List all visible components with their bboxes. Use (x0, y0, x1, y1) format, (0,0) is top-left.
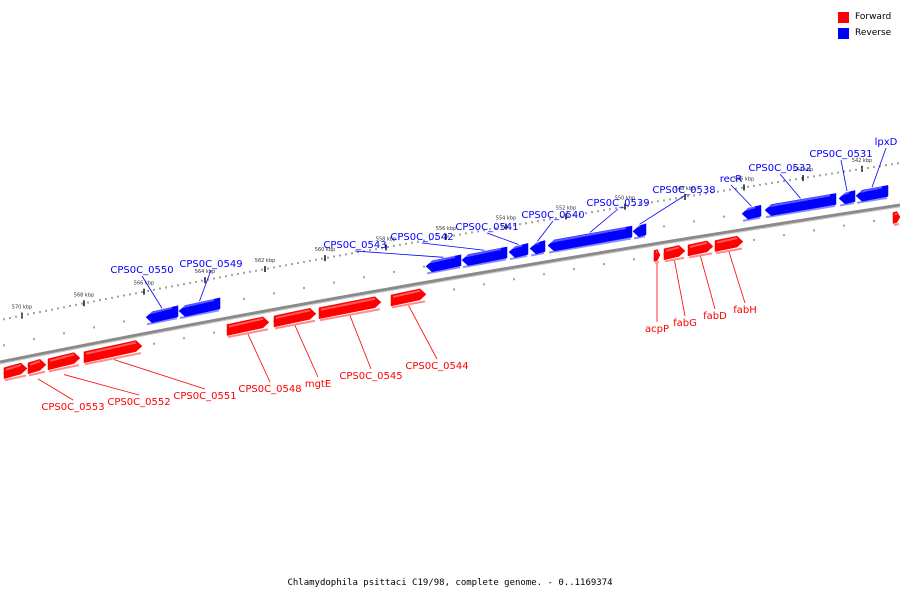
reverse-gene-cps0c_0549[interactable] (178, 297, 221, 320)
forward-gene-acpp[interactable] (653, 249, 661, 264)
kbp-tick-label: 564 kbp (195, 269, 215, 275)
forward-gene-label: fabH (733, 305, 757, 316)
forward-gene-label: CPS0C_0551 (173, 391, 236, 402)
forward-gene-cps0c_0551[interactable] (83, 340, 143, 366)
forward-gene-fabh[interactable] (714, 235, 744, 255)
kbp-tick-label: 544 kbp (793, 167, 813, 173)
reverse-gene-cps0c_0543[interactable] (425, 254, 462, 275)
kbp-tick-label: 562 kbp (255, 258, 275, 264)
reverse-gene-cps0c_0550[interactable] (145, 305, 179, 326)
reverse-gene-label: CPS0C_0542 (390, 232, 453, 243)
forward-gene-fabg[interactable] (663, 245, 686, 263)
reverse-gene-cps0c_0542[interactable] (461, 246, 508, 269)
genome-caption: Chlamydophila psittaci C19/98, complete … (287, 578, 613, 588)
forward-gene-segment[interactable] (47, 352, 81, 373)
kbp-tick-label: 566 kbp (134, 281, 154, 287)
tick-track: 570 kbp 568 kbp 566 kbp 564 kbp 562 kbp 560 k… (3, 158, 899, 321)
reverse-gene-cps0c_0540[interactable] (529, 240, 546, 257)
reverse-gene-label: CPS0C_0541 (455, 222, 518, 233)
kbp-tick-label: 560 kbp (315, 247, 335, 253)
forward-gene-cps0c_0552[interactable] (27, 358, 47, 377)
kbp-tick-label: 556 kbp (436, 226, 456, 232)
reverse-gene-label: recR (720, 174, 743, 185)
reverse-gene-label: CPS0C_0543 (323, 240, 386, 251)
forward-gene-fabd[interactable] (687, 240, 714, 259)
kbp-tick-label: 570 kbp (12, 305, 32, 311)
kbp-tick-label: 546 kbp (734, 176, 754, 182)
forward-gene-label: mgtE (305, 379, 331, 390)
legend-swatch-reverse (838, 27, 849, 39)
forward-gene-partial[interactable] (892, 211, 900, 227)
reverse-gene-cps0c_0541[interactable] (508, 243, 529, 261)
reverse-gene-cps0c_0532[interactable] (764, 193, 837, 219)
legend-item-reverse: Reverse (838, 25, 891, 41)
reverse-strand-genes: CPS0C_0550 CPS0C_0549 CPS0C_0543 CPS0C_0542… (110, 137, 898, 326)
reverse-gene-cps0c_0539[interactable] (547, 225, 633, 254)
forward-gene-label: CPS0C_0544 (405, 361, 468, 372)
forward-gene-label: fabG (673, 318, 697, 329)
reverse-gene-label: CPS0C_0540 (521, 210, 584, 221)
legend-item-forward: Forward (838, 9, 891, 25)
forward-gene-cps0c_0548[interactable] (226, 316, 270, 339)
legend-swatch-forward (838, 11, 849, 23)
reverse-gene-label: CPS0C_0538 (652, 185, 715, 196)
forward-gene-cps0c_0545[interactable] (318, 296, 382, 322)
forward-gene-label: CPS0C_0545 (339, 371, 402, 382)
legend-label-reverse: Reverse (855, 28, 892, 38)
reverse-gene-lpxd[interactable] (855, 185, 889, 204)
legend-label-forward: Forward (855, 12, 892, 22)
genome-backbone-shadow (0, 206, 900, 365)
kbp-tick-label: 552 kbp (556, 205, 576, 211)
forward-gene-label: fabD (703, 311, 727, 322)
forward-gene-label: acpP (645, 324, 669, 335)
forward-gene-label: CPS0C_0553 (41, 402, 104, 413)
forward-gene-label: CPS0C_0552 (107, 397, 170, 408)
reverse-gene-recr[interactable] (741, 204, 762, 222)
reverse-gene-cps0c_0538[interactable] (632, 223, 647, 240)
kbp-tick-label: 568 kbp (74, 292, 94, 298)
kbp-tick-label: 558 kbp (376, 236, 396, 242)
forward-gene-cps0c_0553[interactable] (3, 362, 28, 382)
forward-strand-genes: CPS0C_0553 CPS0C_0552CPS0C_0551CPS0C_0548… (3, 211, 900, 413)
reverse-gene-cps0c_0531[interactable] (838, 190, 856, 207)
legend: Forward Reverse (838, 9, 891, 41)
kbp-tick-label: 548 kbp (675, 186, 695, 192)
reverse-gene-label: CPS0C_0532 (748, 163, 811, 174)
reverse-gene-label: CPS0C_0531 (809, 149, 872, 160)
reverse-gene-label: CPS0C_0550 (110, 265, 173, 276)
forward-gene-label: CPS0C_0548 (238, 384, 301, 395)
kbp-tick-label: 542 kbp (852, 158, 872, 164)
reverse-gene-label: lpxD (875, 137, 898, 148)
forward-gene-mgte[interactable] (273, 308, 317, 330)
reverse-gene-label: CPS0C_0549 (179, 259, 242, 270)
genome-backbone (0, 203, 900, 364)
reverse-gene-label: CPS0C_0539 (586, 198, 649, 209)
kbp-tick-label: 550 kbp (615, 196, 635, 202)
forward-gene-cps0c_0544[interactable] (390, 288, 427, 309)
kbp-tick-label: 554 kbp (496, 216, 516, 222)
